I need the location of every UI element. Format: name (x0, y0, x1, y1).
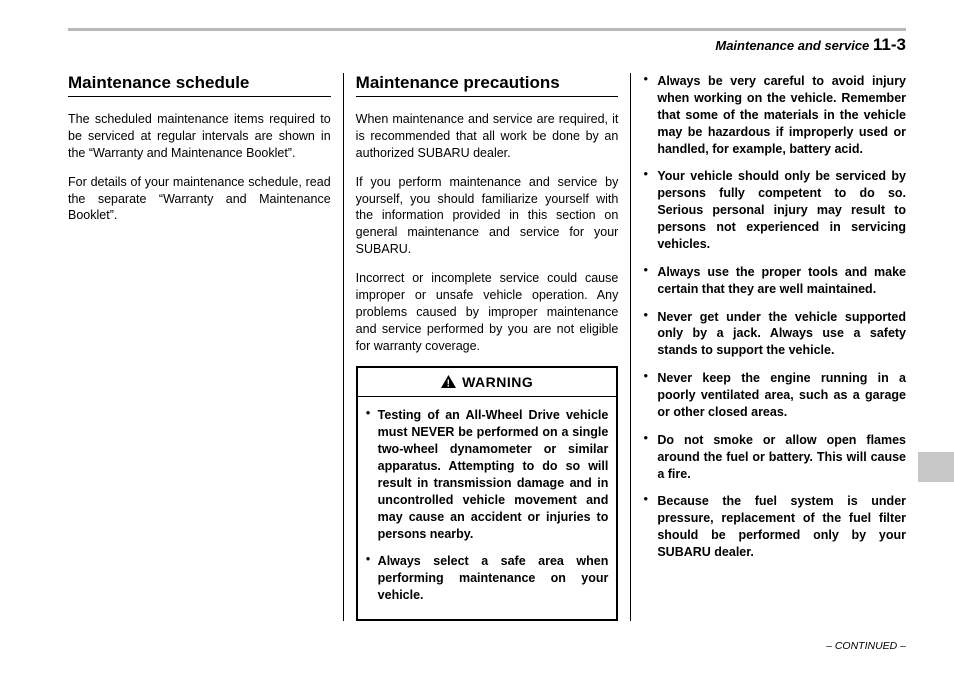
warning-header: ! WARNING (358, 368, 617, 397)
warning-item: Never keep the engine running in a poorl… (643, 370, 906, 421)
heading-maintenance-schedule: Maintenance schedule (68, 73, 331, 97)
column-1: Maintenance schedule The scheduled maint… (68, 73, 343, 621)
warning-item: Always use the proper tools and make cer… (643, 264, 906, 298)
warning-item: Testing of an All-Wheel Drive vehicle mu… (366, 407, 609, 542)
warning-item: Because the fuel system is under pressur… (643, 493, 906, 561)
content-columns: Maintenance schedule The scheduled maint… (68, 73, 906, 621)
column-3: Always be very careful to avoid injury w… (631, 73, 906, 621)
warning-item: Your vehicle should only be serviced by … (643, 168, 906, 252)
body-text: When maintenance and service are require… (356, 111, 619, 162)
page-tab (918, 452, 954, 482)
warning-triangle-icon: ! (441, 375, 456, 391)
warning-list-continued: Always be very careful to avoid injury w… (643, 73, 906, 561)
top-rule (68, 28, 906, 31)
continued-marker: – CONTINUED – (826, 640, 906, 652)
svg-text:!: ! (446, 379, 450, 389)
section-title: Maintenance and service (715, 38, 869, 53)
body-text: The scheduled maintenance items required… (68, 111, 331, 162)
column-2: Maintenance precautions When maintenance… (344, 73, 631, 621)
page-number: 11-3 (873, 35, 906, 54)
warning-body: Testing of an All-Wheel Drive vehicle mu… (358, 397, 617, 619)
warning-item: Always select a safe area when performin… (366, 553, 609, 604)
body-text: If you perform maintenance and service b… (356, 174, 619, 258)
heading-maintenance-precautions: Maintenance precautions (356, 73, 619, 97)
warning-item: Never get under the vehicle supported on… (643, 309, 906, 360)
body-text: Incorrect or incomplete service could ca… (356, 270, 619, 354)
warning-list: Testing of an All-Wheel Drive vehicle mu… (366, 407, 609, 604)
warning-item: Always be very careful to avoid injury w… (643, 73, 906, 157)
body-text: For details of your maintenance schedule… (68, 174, 331, 225)
page-header: Maintenance and service 11-3 (68, 35, 906, 55)
warning-label: WARNING (462, 374, 533, 390)
warning-item: Do not smoke or allow open flames around… (643, 432, 906, 483)
warning-box: ! WARNING Testing of an All-Wheel Drive … (356, 366, 619, 621)
